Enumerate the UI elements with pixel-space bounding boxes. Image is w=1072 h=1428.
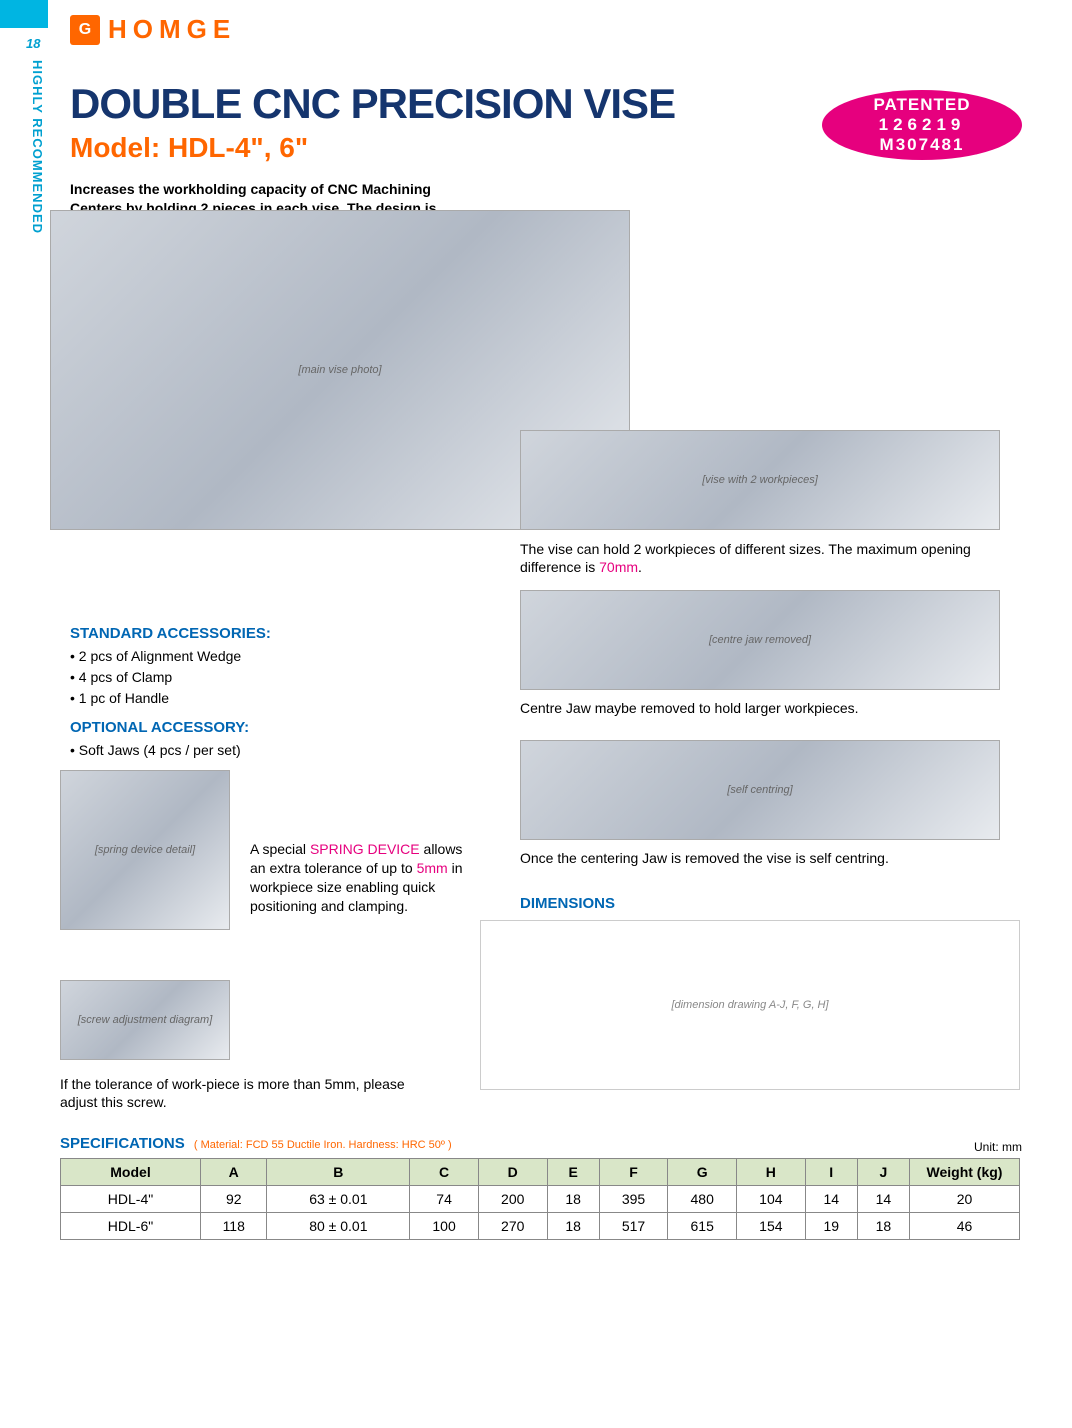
page-title: DOUBLE CNC PRECISION VISE [70, 80, 675, 128]
patent-num1: 126219 [879, 115, 966, 135]
col-header: G [668, 1159, 737, 1186]
list-item: 2 pcs of Alignment Wedge [70, 646, 420, 667]
col-header: Weight (kg) [910, 1159, 1020, 1186]
logo-icon: G [70, 15, 100, 45]
table-row: HDL-6"11880 ± 0.011002701851761515419184… [61, 1213, 1020, 1240]
patent-badge: PATENTED 126219 M307481 [822, 90, 1022, 160]
col-header: F [599, 1159, 668, 1186]
col-header: D [478, 1159, 547, 1186]
list-item: 1 pc of Handle [70, 688, 420, 709]
table-cell: 270 [478, 1213, 547, 1240]
table-cell: 480 [668, 1186, 737, 1213]
side-label: HIGHLY RECOMMENDED [30, 60, 45, 234]
screw-diagram: [screw adjustment diagram] [60, 980, 230, 1060]
table-cell: 20 [910, 1186, 1020, 1213]
table-cell: 154 [737, 1213, 806, 1240]
table-cell: 200 [478, 1186, 547, 1213]
accessories-list: 2 pcs of Alignment Wedge 4 pcs of Clamp … [70, 646, 420, 709]
col-header: H [737, 1159, 806, 1186]
unit-label: Unit: mm [974, 1140, 1022, 1154]
table-cell: 14 [805, 1186, 857, 1213]
logo: G HOMGE [70, 14, 236, 45]
table-row: HDL-4"9263 ± 0.017420018395480104141420 [61, 1186, 1020, 1213]
sub-image-3: [self centring] [520, 740, 1000, 840]
table-cell: 63 ± 0.01 [267, 1186, 410, 1213]
table-cell: 92 [201, 1186, 267, 1213]
dimension-drawing: [dimension drawing A-J, F, G, H] [480, 920, 1020, 1090]
patent-num2: M307481 [880, 135, 965, 155]
col-header: C [410, 1159, 479, 1186]
table-cell: 18 [857, 1213, 909, 1240]
table-cell: 100 [410, 1213, 479, 1240]
patent-label: PATENTED [873, 95, 970, 115]
col-header: A [201, 1159, 267, 1186]
optional-list: Soft Jaws (4 pcs / per set) [70, 740, 420, 761]
table-cell: 615 [668, 1213, 737, 1240]
spec-title: SPECIFICATIONS ( Material: FCD 55 Ductil… [60, 1135, 452, 1152]
dimensions-title: DIMENSIONS [520, 895, 615, 912]
page-number: 18 [26, 36, 40, 51]
table-cell: 118 [201, 1213, 267, 1240]
spring-text: A special SPRING DEVICE allows an extra … [250, 840, 480, 916]
caption-3: Once the centering Jaw is removed the vi… [520, 850, 1000, 866]
table-cell: HDL-4" [61, 1186, 201, 1213]
sub-image-1: [vise with 2 workpieces] [520, 430, 1000, 530]
accessories-title: STANDARD ACCESSORIES: [70, 625, 420, 642]
col-header: E [547, 1159, 599, 1186]
page-tab [0, 0, 48, 28]
col-header: J [857, 1159, 909, 1186]
table-header-row: Model A B C D E F G H I J Weight (kg) [61, 1159, 1020, 1186]
caption-1: The vise can hold 2 workpieces of differ… [520, 540, 1000, 576]
table-cell: 395 [599, 1186, 668, 1213]
table-cell: 517 [599, 1213, 668, 1240]
table-cell: 18 [547, 1213, 599, 1240]
spring-image: [spring device detail] [60, 770, 230, 930]
accessories-section: STANDARD ACCESSORIES: 2 pcs of Alignment… [70, 625, 420, 761]
table-cell: 46 [910, 1213, 1020, 1240]
table-cell: 80 ± 0.01 [267, 1213, 410, 1240]
optional-title: OPTIONAL ACCESSORY: [70, 719, 420, 736]
logo-text: HOMGE [108, 14, 236, 45]
list-item: 4 pcs of Clamp [70, 667, 420, 688]
col-header: I [805, 1159, 857, 1186]
table-cell: 74 [410, 1186, 479, 1213]
table-cell: 14 [857, 1186, 909, 1213]
col-header: Model [61, 1159, 201, 1186]
table-cell: 104 [737, 1186, 806, 1213]
caption-2: Centre Jaw maybe removed to hold larger … [520, 700, 1000, 716]
col-header: B [267, 1159, 410, 1186]
spec-table: Model A B C D E F G H I J Weight (kg) HD… [60, 1158, 1020, 1240]
sub-image-2: [centre jaw removed] [520, 590, 1000, 690]
table-cell: 19 [805, 1213, 857, 1240]
table-cell: HDL-6" [61, 1213, 201, 1240]
table-cell: 18 [547, 1186, 599, 1213]
screw-text: If the tolerance of work-piece is more t… [60, 1075, 420, 1111]
model-line: Model: HDL-4", 6" [70, 132, 308, 164]
list-item: Soft Jaws (4 pcs / per set) [70, 740, 420, 761]
